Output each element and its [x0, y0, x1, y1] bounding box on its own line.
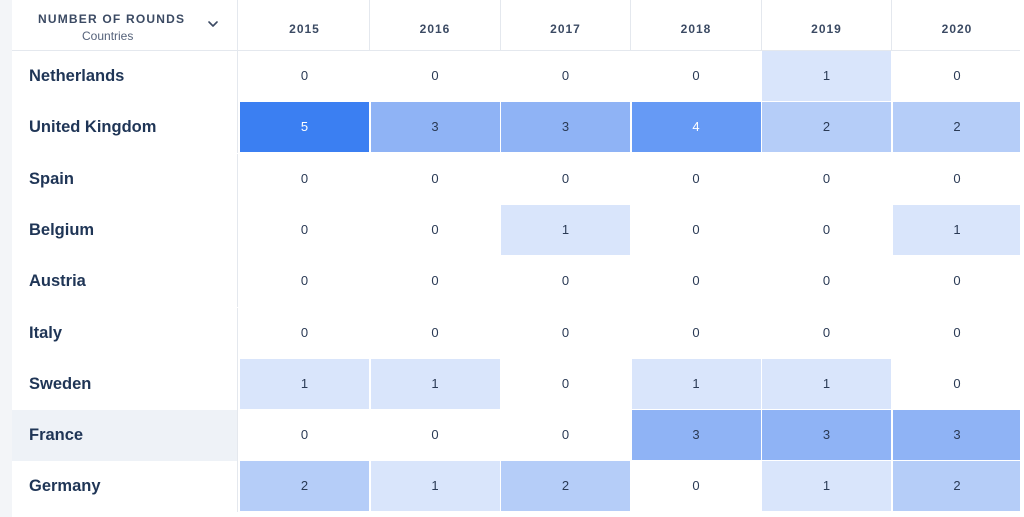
table-row: Spain 0 0 0 0 0 0 [12, 153, 1024, 205]
heatmap-cell[interactable]: 0 [370, 51, 500, 101]
table-row: France 0 0 0 3 3 3 [12, 410, 1024, 462]
metric-selector[interactable]: NUMBER OF ROUNDS Countries [12, 0, 238, 50]
heatmap-cell[interactable]: 0 [370, 410, 500, 461]
heatmap-cell[interactable]: 0 [240, 256, 369, 307]
heatmap-cell[interactable]: 0 [892, 153, 1022, 204]
heatmap-cell[interactable]: 3 [762, 410, 891, 461]
heatmap-cell[interactable]: 0 [631, 461, 761, 512]
heatmap-cell[interactable]: 0 [501, 307, 630, 358]
heatmap-cell[interactable]: 2 [501, 461, 630, 512]
heatmap-cell[interactable]: 0 [631, 307, 761, 358]
row-label[interactable]: United Kingdom [12, 102, 238, 154]
heatmap-cell[interactable]: 0 [631, 153, 761, 204]
heatmap-cell[interactable]: 1 [762, 461, 891, 512]
heatmap-cell[interactable]: 0 [762, 153, 891, 204]
heatmap-cell[interactable]: 0 [501, 153, 630, 204]
table-row: Belgium 0 0 1 0 0 1 [12, 204, 1024, 256]
heatmap-cell[interactable]: 0 [501, 256, 630, 307]
table-row: United Kingdom 5 3 3 4 2 2 [12, 102, 1024, 154]
table-row: Germany 2 1 2 0 1 2 [12, 461, 1024, 513]
heatmap-cell[interactable]: 0 [892, 307, 1022, 358]
heatmap-cell[interactable]: 0 [501, 358, 630, 409]
heatmap-cell[interactable]: 5 [240, 102, 369, 153]
heatmap-cell[interactable]: 0 [631, 204, 761, 255]
heatmap-cell[interactable]: 0 [762, 256, 891, 307]
heatmap-cell[interactable]: 3 [501, 102, 630, 153]
heatmap-cell[interactable]: 1 [370, 461, 500, 512]
heatmap-cell[interactable]: 1 [501, 204, 630, 255]
header-divider [12, 50, 1024, 51]
row-label[interactable]: Belgium [12, 204, 238, 256]
heatmap-cell[interactable]: 1 [240, 358, 369, 409]
heatmap-cell[interactable]: 2 [240, 461, 369, 512]
heatmap-cell[interactable]: 3 [892, 410, 1022, 461]
heatmap-cell[interactable]: 3 [631, 410, 761, 461]
heatmap-cell[interactable]: 1 [892, 204, 1022, 255]
heatmap-cell[interactable]: 0 [762, 307, 891, 358]
heatmap-cell[interactable]: 0 [240, 410, 369, 461]
heatmap-cell[interactable]: 0 [631, 256, 761, 307]
heatmap-cell[interactable]: 2 [892, 102, 1022, 153]
heatmap-cell[interactable]: 2 [762, 102, 891, 153]
table-row: Austria 0 0 0 0 0 0 [12, 256, 1024, 308]
heatmap-cell[interactable]: 0 [370, 256, 500, 307]
row-label[interactable]: Netherlands [12, 51, 238, 102]
heatmap-cell[interactable]: 0 [631, 51, 761, 101]
row-label[interactable]: France [12, 410, 238, 462]
heatmap-cell[interactable]: 1 [762, 51, 891, 101]
scroll-edge [1020, 0, 1024, 517]
dimension-label: Countries [82, 29, 134, 43]
table-row: Netherlands 0 0 0 0 1 0 [12, 51, 1024, 102]
heatmap-cell[interactable]: 0 [240, 51, 369, 101]
heatmap-cell[interactable]: 0 [892, 256, 1022, 307]
heatmap-cell[interactable]: 3 [370, 102, 500, 153]
heatmap-cell[interactable]: 0 [501, 410, 630, 461]
column-header-2015[interactable]: 2015 [240, 0, 370, 50]
row-label[interactable]: Italy [12, 307, 238, 359]
metric-label: NUMBER OF ROUNDS [38, 12, 186, 26]
heatmap-cell[interactable]: 2 [892, 461, 1022, 512]
row-label[interactable]: Germany [12, 461, 238, 513]
heatmap-cell[interactable]: 0 [370, 204, 500, 255]
heatmap-cell[interactable]: 1 [631, 358, 761, 409]
column-header-2019[interactable]: 2019 [762, 0, 892, 50]
heatmap-cell[interactable]: 0 [240, 307, 369, 358]
chevron-down-icon[interactable] [207, 18, 219, 30]
heatmap-cell[interactable]: 0 [370, 153, 500, 204]
heatmap-cell[interactable]: 0 [240, 153, 369, 204]
heatmap-cell[interactable]: 4 [631, 102, 761, 153]
heatmap-cell[interactable]: 0 [762, 204, 891, 255]
table-row: Italy 0 0 0 0 0 0 [12, 307, 1024, 359]
heatmap-cell[interactable]: 0 [370, 307, 500, 358]
heatmap-cell[interactable]: 0 [501, 51, 630, 101]
heatmap-cell[interactable]: 0 [892, 51, 1022, 101]
heatmap-cell[interactable]: 1 [762, 358, 891, 409]
column-header-2018[interactable]: 2018 [632, 0, 762, 50]
heatmap-table: NUMBER OF ROUNDS Countries 2015 2016 2017 2… [12, 0, 1024, 517]
heatmap-cell[interactable]: 0 [892, 358, 1022, 409]
column-header-2017[interactable]: 2017 [501, 0, 631, 50]
table-row: Sweden 1 1 0 1 1 0 [12, 358, 1024, 410]
row-label[interactable]: Spain [12, 153, 238, 205]
row-label[interactable]: Austria [12, 256, 238, 308]
heatmap-cell[interactable]: 1 [370, 358, 500, 409]
column-header-2020[interactable]: 2020 [893, 0, 1023, 50]
header-row: NUMBER OF ROUNDS Countries 2015 2016 2017 2… [12, 0, 1024, 50]
row-label[interactable]: Sweden [12, 358, 238, 410]
heatmap-cell[interactable]: 0 [240, 204, 369, 255]
column-header-2016[interactable]: 2016 [371, 0, 501, 50]
